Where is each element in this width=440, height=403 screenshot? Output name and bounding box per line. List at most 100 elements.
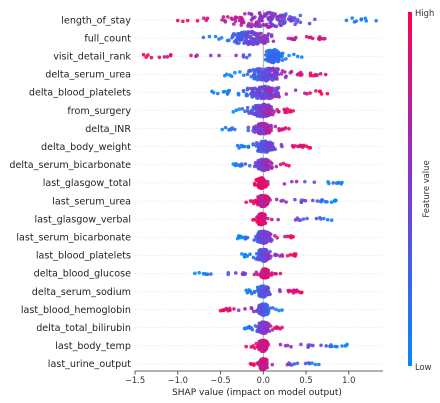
shap-point [223,20,228,24]
shap-point [227,38,231,43]
shap-point [303,179,307,184]
shap-point [252,238,257,242]
shap-point [258,162,263,166]
shap-point [239,23,244,27]
shap-point [314,89,318,93]
shap-point [263,200,267,205]
shap-point [313,17,317,22]
shap-point [265,257,270,261]
shap-point [225,90,230,95]
shap-point [251,142,255,146]
shap-point [248,289,252,294]
shap-point [262,181,267,186]
shap-point [221,15,226,19]
shap-point [272,70,277,75]
shap-point [265,341,270,346]
shap-point [260,330,264,334]
shap-point [334,181,339,185]
shap-point [319,198,324,202]
shap-point [279,72,284,76]
shap-point [238,37,242,41]
shap-point [208,53,213,58]
shap-point [245,87,250,92]
shap-point [329,200,334,204]
shap-point [313,73,318,78]
shap-point [228,127,232,131]
colorbar-low-label: Low [415,362,432,372]
shap-point [243,12,247,16]
shap-point [247,53,252,57]
shap-point [267,197,271,201]
shap-point [229,74,234,79]
shap-point [189,53,193,58]
shap-point [284,12,288,16]
shap-point [249,12,254,16]
shap-point [252,217,257,222]
shap-point [292,18,296,23]
shap-point [267,272,272,277]
shap-point [343,344,348,348]
shap-point [263,238,267,242]
shap-point [276,67,280,71]
shap-point [230,17,235,22]
shap-point [271,306,275,310]
shap-point [251,201,256,206]
shap-point [162,55,167,59]
shap-point [324,344,328,348]
shap-point [374,18,378,23]
shap-point [303,91,307,95]
shap-point [220,18,224,22]
shap-point [257,67,262,71]
shap-point [242,254,247,259]
feature-label: delta_serum_sodium [32,287,131,298]
shap-point [193,271,197,276]
shap-point [280,58,285,62]
feature-label: last_serum_bicarbonate [16,233,131,244]
shap-point [141,52,146,57]
shap-point [263,302,267,307]
shap-point [245,32,250,37]
shap-point [271,23,276,28]
shap-point [313,362,318,367]
shap-point [303,198,308,203]
shap-point [231,33,235,38]
shap-point [244,200,248,205]
shap-point [261,41,266,45]
shap-point [268,146,273,151]
shap-point [266,142,271,147]
shap-point [270,362,275,367]
x-tick-label: 0.0 [257,375,270,385]
shap-point [257,11,262,16]
shap-point [261,107,265,111]
shap-point [248,39,253,44]
shap-point [274,49,279,53]
shap-point [299,290,303,295]
shap-point [266,231,270,236]
feature-label: delta_body_weight [41,142,131,153]
shap-point [298,218,303,223]
feature-labels: length_of_stay full_count visit_detail_ran… [9,15,131,370]
shap-point [237,146,241,150]
shap-point [331,181,336,185]
shap-point [272,326,277,330]
shap-point [265,126,269,130]
shap-point [263,252,267,257]
x-tick-label: −1.5 [125,375,145,385]
shap-point [249,92,253,96]
shap-point [307,146,311,150]
feature-label: visit_detail_rank [53,52,131,63]
shap-point [253,130,257,134]
shap-point [268,306,272,310]
shap-point [254,127,259,132]
shap-point [269,128,273,133]
shap-point [222,89,227,94]
shap-point [325,217,330,222]
shap-point [252,73,256,77]
shap-point [234,163,239,168]
shap-point [290,179,294,184]
shap-point [146,53,150,57]
shap-point [276,110,281,114]
shap-point [312,180,317,184]
shap-point [257,248,261,253]
shap-point [241,53,246,57]
